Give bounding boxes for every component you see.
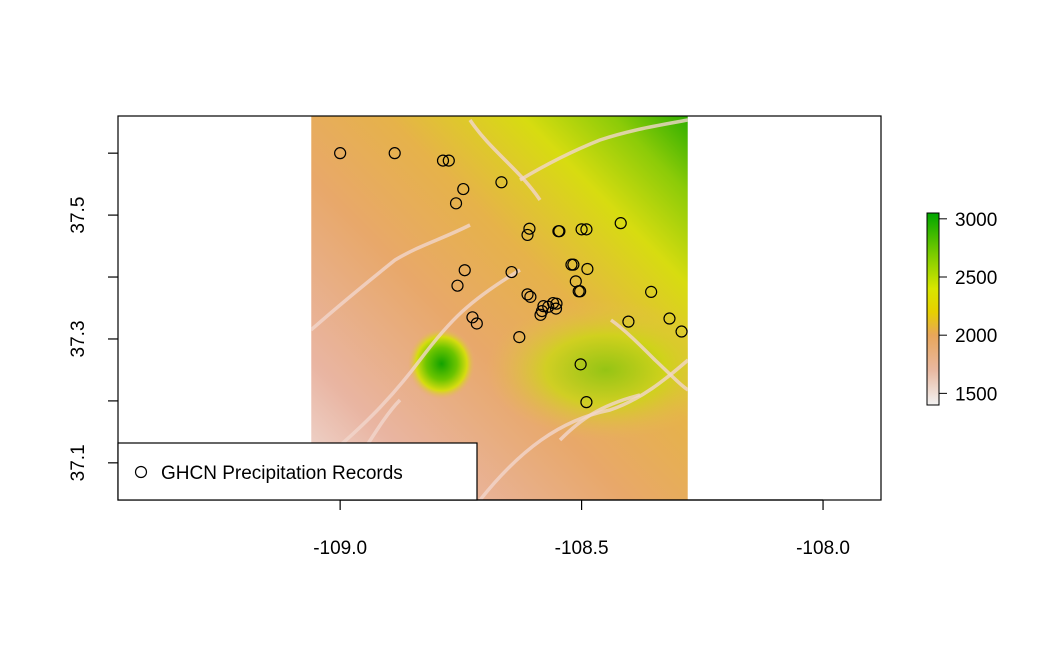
station-point <box>505 265 518 279</box>
station-point <box>575 223 588 236</box>
legend-entry: GHCN Precipitation Records <box>161 463 403 484</box>
station-point <box>580 223 593 236</box>
station-point <box>567 258 580 271</box>
color-bar-tick-label: 1500 <box>955 384 997 405</box>
x-tick-label: -108.0 <box>796 538 850 559</box>
station-point <box>495 176 508 189</box>
station-point <box>550 297 563 310</box>
station-point <box>580 396 593 409</box>
station-point <box>388 147 401 160</box>
station-point <box>535 304 549 318</box>
drainage-line <box>311 223 471 332</box>
drainage-line <box>519 118 688 182</box>
station-point <box>574 358 587 371</box>
legend-marker-icon <box>134 465 148 479</box>
station-point <box>549 302 563 315</box>
station-point <box>470 317 483 330</box>
station-points <box>334 147 688 409</box>
color-bar: 1500 2000 2500 3000 <box>926 210 997 406</box>
drainage-line <box>478 358 688 500</box>
x-tick-label: -109.0 <box>313 538 367 559</box>
station-point <box>334 147 347 160</box>
color-bar-tick-label: 3000 <box>955 210 997 231</box>
y-axis: 37.1 37.3 37.5 <box>68 152 118 481</box>
station-point <box>645 285 658 298</box>
station-point <box>524 290 537 303</box>
drainage-line <box>609 318 688 392</box>
station-point <box>458 264 471 277</box>
y-tick-label: 37.1 <box>68 444 89 481</box>
drainage-line <box>558 393 641 442</box>
legend-box <box>117 442 478 501</box>
color-bar-ticks: 1500 2000 2500 3000 <box>939 210 997 405</box>
station-point <box>449 197 463 210</box>
station-point <box>614 217 627 230</box>
x-tick-label: -108.5 <box>555 538 609 559</box>
station-point <box>436 154 450 167</box>
color-bar-tick-label: 2500 <box>955 268 997 289</box>
station-point <box>581 262 594 276</box>
mountain-patch <box>407 327 476 400</box>
color-bar-gradient <box>926 212 940 406</box>
station-point <box>622 315 635 328</box>
y-tick-label: 37.3 <box>68 320 89 357</box>
station-point <box>523 222 536 235</box>
station-point <box>663 312 676 325</box>
station-point <box>552 225 565 238</box>
legend: GHCN Precipitation Records <box>117 442 478 501</box>
terrain-highland <box>485 299 688 440</box>
station-point <box>675 325 688 338</box>
station-point <box>457 182 470 196</box>
station-point <box>466 311 479 324</box>
color-bar-tick-label: 2000 <box>955 326 997 347</box>
drainage-line <box>311 268 521 472</box>
station-point <box>513 331 526 344</box>
station-point <box>451 279 464 292</box>
station-point <box>574 285 587 298</box>
x-axis: -109.0 -108.5 -108.0 <box>313 499 850 559</box>
station-point <box>521 228 534 242</box>
y-tick-label: 37.5 <box>68 197 89 234</box>
station-point <box>521 288 534 301</box>
drainage-line <box>468 119 542 201</box>
elevation-raster <box>311 116 688 500</box>
station-point <box>442 154 455 167</box>
